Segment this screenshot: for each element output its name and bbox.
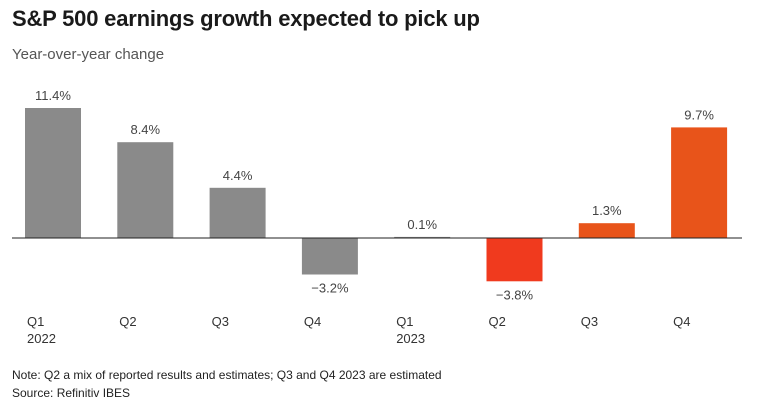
x-tick-label-3: Q4 — [304, 314, 321, 329]
chart-title: S&P 500 earnings growth expected to pick… — [12, 6, 480, 31]
bar-0 — [25, 108, 81, 238]
bar-2 — [209, 187, 266, 238]
bar-1 — [117, 142, 174, 238]
bar-3 — [301, 238, 358, 275]
data-label-3: −3.2% — [311, 281, 349, 296]
x-tick-label-5: Q2 — [489, 314, 506, 329]
bar-5 — [486, 238, 543, 282]
data-label-6: 1.3% — [592, 203, 622, 218]
data-label-4: 0.1% — [407, 217, 437, 232]
data-label-7: 9.7% — [684, 107, 714, 122]
chart-subtitle: Year-over-year change — [12, 46, 165, 63]
x-tick-label-1: Q2 — [119, 314, 136, 329]
x-tick-label-6: Q3 — [581, 314, 598, 329]
bar-7 — [671, 127, 728, 238]
data-label-2: 4.4% — [223, 168, 253, 183]
source-note: Source: Refinitiv IBES — [12, 386, 131, 400]
x-tick-label-4: Q1 — [396, 314, 413, 329]
bar-4 — [394, 236, 451, 238]
data-label-5: −3.8% — [496, 287, 534, 302]
footnote: Note: Q2 a mix of reported results and e… — [12, 368, 442, 382]
x-year-label-0: 2022 — [27, 331, 56, 346]
data-label-0: 11.4% — [35, 88, 71, 103]
bar-6 — [578, 223, 635, 238]
data-label-1: 8.4% — [130, 122, 160, 137]
x-tick-label-7: Q4 — [673, 314, 690, 329]
x-tick-label-0: Q1 — [27, 314, 44, 329]
x-tick-label-2: Q3 — [212, 314, 229, 329]
x-year-label-4: 2023 — [396, 331, 425, 346]
